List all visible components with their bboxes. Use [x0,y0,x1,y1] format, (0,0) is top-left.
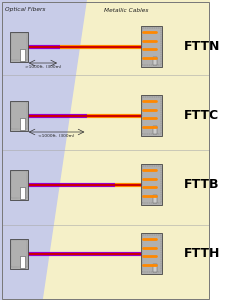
Bar [20,49,25,61]
Bar [141,95,162,136]
Bar [11,171,27,198]
Bar [10,169,28,200]
Bar [153,125,157,134]
Bar [142,28,161,65]
Polygon shape [0,0,86,300]
Bar [10,32,28,62]
Text: >1000ft. (300m): >1000ft. (300m) [25,65,61,69]
Bar [10,100,28,130]
Bar [153,56,157,64]
Text: FTTN: FTTN [184,40,220,53]
Bar [153,263,157,272]
Bar [20,187,25,199]
Text: Optical Fibers: Optical Fibers [5,8,45,13]
Text: FTTH: FTTH [184,247,220,260]
Bar [20,256,25,268]
Bar [20,118,25,130]
Bar [141,26,162,67]
Bar [11,33,27,60]
Bar [141,164,162,205]
Bar [11,102,27,129]
Bar [10,238,28,268]
Bar [142,235,161,272]
Bar [153,194,157,203]
Bar [11,240,27,267]
Bar [142,166,161,203]
Text: FTTC: FTTC [184,109,219,122]
Bar [141,233,162,274]
Text: <1000ft. (300m): <1000ft. (300m) [38,134,75,138]
Bar [142,97,161,134]
Text: Metallic Cables: Metallic Cables [104,8,148,13]
Text: FTTB: FTTB [184,178,220,191]
